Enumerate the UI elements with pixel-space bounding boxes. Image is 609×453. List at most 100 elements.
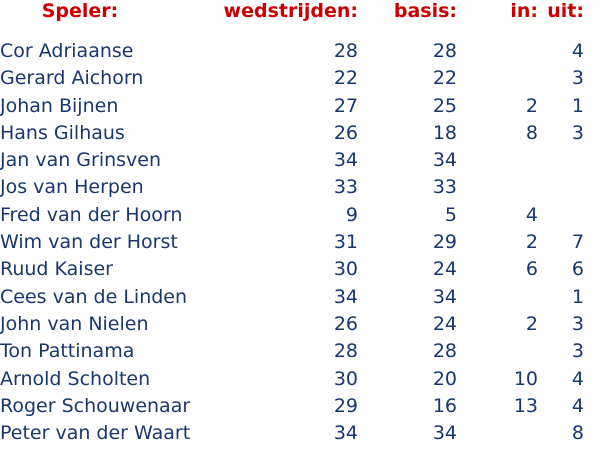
wedstrijden-cell: 34 [333,285,358,308]
uit-cell: 7 [571,231,584,254]
in-cell: 10 [513,367,538,390]
basis-cell: 16 [432,394,457,417]
table-row: Roger Schouwenaar 29 16 13 4 [0,393,609,420]
row-spacer [584,174,609,201]
wedstrijden-cell: 29 [333,394,358,417]
uit-cell: 4 [571,367,584,390]
uit-cell: 6 [571,258,584,281]
wedstrijden-cell: 31 [333,231,358,254]
player-name-cell: Jos van Herpen [0,176,144,199]
in-cell [457,174,538,201]
row-spacer [584,284,609,311]
in-cell: 2 [525,231,538,254]
table-row: Peter van der Waart 34 34 8 [0,420,609,447]
basis-cell: 28 [432,340,457,363]
wedstrijden-cell: 26 [333,121,358,144]
row-spacer [584,366,609,393]
row-spacer [584,38,609,65]
in-cell [457,147,538,174]
basis-cell: 28 [432,40,457,62]
player-name-cell: Roger Schouwenaar [0,394,191,417]
wedstrijden-cell: 22 [333,67,358,90]
in-cell: 2 [525,312,538,335]
in-cell: 2 [525,94,538,117]
player-name-cell: Peter van der Waart [0,422,191,445]
header-spacer [584,0,609,38]
player-name-cell: Ton Pattinama [0,340,135,363]
basis-cell: 34 [432,149,457,172]
row-spacer [584,338,609,365]
basis-cell: 5 [444,203,457,226]
row-spacer [584,393,609,420]
player-name-cell: Cees van de Linden [0,285,188,308]
in-cell [457,284,538,311]
player-name-cell: Hans Gilhaus [0,121,125,144]
table-row: Ton Pattinama 28 28 3 [0,338,609,365]
header-row: Speler: wedstrijden: basis: in: uit: [0,0,609,38]
table-row: Cees van de Linden 34 34 1 [0,284,609,311]
basis-cell: 24 [432,258,457,281]
row-spacer [584,420,609,447]
player-name-cell: John van Nielen [0,312,149,335]
uit-cell: 3 [571,340,584,363]
in-cell: 8 [525,121,538,144]
basis-cell: 24 [432,312,457,335]
uit-cell: 3 [571,121,584,144]
table-row: Jos van Herpen 33 33 [0,174,609,201]
wedstrijden-cell: 26 [333,312,358,335]
in-cell: 13 [513,394,538,417]
player-name-cell: Cor Adriaanse [0,40,134,62]
table-row: Cor Adriaanse 28 28 4 [0,38,609,65]
wedstrijden-cell: 27 [333,94,358,117]
uit-cell [538,174,584,201]
wedstrijden-cell: 30 [333,258,358,281]
row-spacer [584,120,609,147]
uit-cell [538,147,584,174]
uit-cell: 3 [571,312,584,335]
wedstrijden-cell: 34 [333,422,358,445]
wedstrijden-cell: 28 [333,40,358,62]
uit-cell [538,202,584,229]
basis-cell: 20 [432,367,457,390]
in-cell [457,338,538,365]
in-cell: 4 [525,203,538,226]
player-name-cell: Ruud Kaiser [0,258,113,281]
basis-cell: 25 [432,94,457,117]
uit-cell: 3 [571,67,584,90]
player-name-cell: Fred van der Hoorn [0,203,183,226]
player-name-cell: Johan Bijnen [0,94,119,117]
table-row: Arnold Scholten 30 20 10 4 [0,366,609,393]
row-spacer [584,256,609,283]
row-spacer [584,147,609,174]
player-name-cell: Jan van Grinsven [0,149,162,172]
wedstrijden-cell: 33 [333,176,358,199]
table-row: Ruud Kaiser 30 24 6 6 [0,256,609,283]
col-header-uit: uit: [547,0,584,22]
in-cell [457,420,538,447]
table-row: Fred van der Hoorn 9 5 4 [0,202,609,229]
wedstrijden-cell: 30 [333,367,358,390]
uit-cell: 4 [571,40,584,62]
basis-cell: 34 [432,285,457,308]
player-name-cell: Arnold Scholten [0,367,151,390]
row-spacer [584,202,609,229]
in-cell [457,65,538,92]
uit-cell: 8 [571,422,584,445]
wedstrijden-cell: 9 [345,203,358,226]
row-spacer [584,93,609,120]
player-name-cell: Gerard Aichorn [0,67,144,90]
col-header-wedstrijden: wedstrijden: [223,0,358,22]
row-spacer [584,65,609,92]
uit-cell: 1 [571,94,584,117]
basis-cell: 29 [432,231,457,254]
basis-cell: 22 [432,67,457,90]
table-row: Johan Bijnen 27 25 2 1 [0,93,609,120]
basis-cell: 33 [432,176,457,199]
basis-cell: 34 [432,422,457,445]
table-row: John van Nielen 26 24 2 3 [0,311,609,338]
col-header-speler: Speler: [41,0,119,22]
uit-cell: 4 [571,394,584,417]
basis-cell: 18 [432,121,457,144]
wedstrijden-cell: 28 [333,340,358,363]
